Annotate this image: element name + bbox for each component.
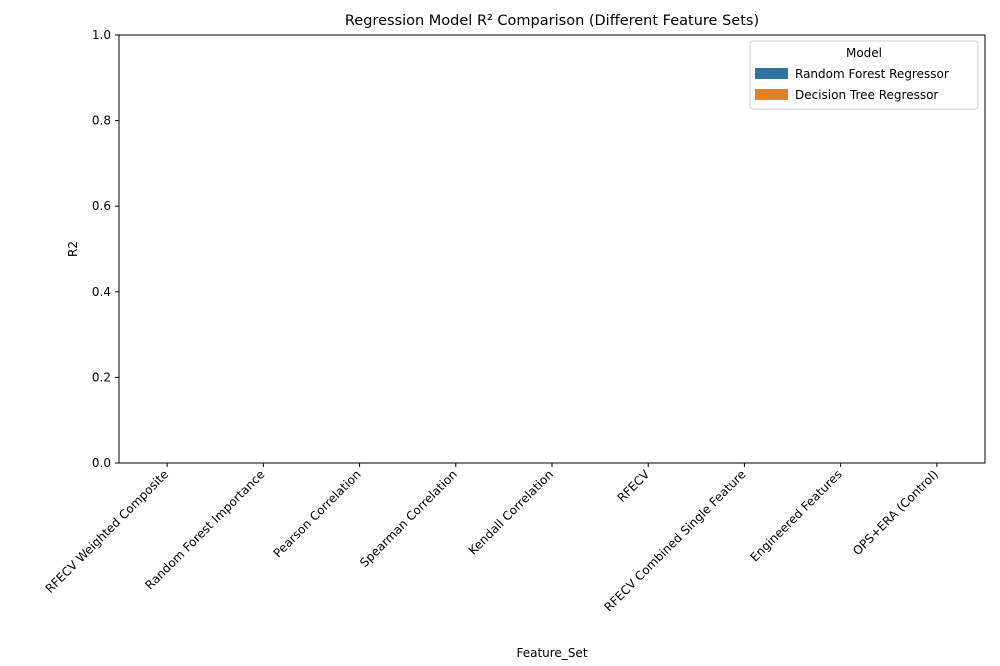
x-tick-label: Kendall Correlation (466, 467, 556, 557)
legend-label-decision-tree: Decision Tree Regressor (795, 88, 938, 102)
legend-swatch-random-forest (755, 68, 788, 79)
y-tick-label: 1.0 (92, 28, 111, 42)
legend-title: Model (846, 46, 882, 60)
y-axis: 0.0 0.2 0.4 0.6 0.8 1.0 (92, 28, 119, 470)
x-tick-label: Engineered Features (747, 467, 844, 564)
y-tick-label: 0.4 (92, 285, 111, 299)
x-tick-label: Pearson Correlation (271, 467, 364, 560)
x-tick-label: OPS+ERA (Control) (850, 467, 941, 558)
chart-title: Regression Model R² Comparison (Differen… (345, 13, 759, 29)
y-tick-label: 0.0 (92, 456, 111, 470)
x-axis-title: Feature_Set (516, 646, 587, 660)
legend: Model Random Forest Regressor Decision T… (749, 40, 979, 110)
x-tick-label: RFECV (615, 467, 653, 505)
legend-swatch-decision-tree (755, 89, 788, 100)
y-axis-title: R2 (66, 241, 80, 257)
legend-box (749, 40, 979, 110)
legend-label-random-forest: Random Forest Regressor (795, 67, 949, 81)
y-tick-label: 0.6 (92, 199, 111, 213)
x-tick-label: Spearman Correlation (357, 467, 460, 570)
y-tick-label: 0.8 (92, 114, 111, 128)
y-tick-label: 0.2 (92, 370, 111, 384)
